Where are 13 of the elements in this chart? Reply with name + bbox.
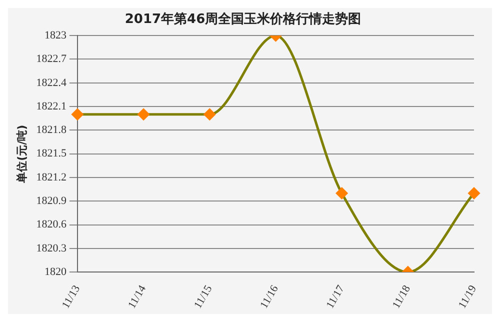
y-tick-label: 1823 [44, 29, 67, 42]
y-tick-label: 1822.7 [36, 53, 67, 66]
y-tick-label: 1820 [44, 266, 67, 278]
y-tick-label: 1821.5 [36, 148, 67, 160]
y-axis-title: 单位(元/吨) [15, 124, 28, 184]
y-tick-label: 1821.8 [36, 124, 67, 136]
y-tick-label: 1822.4 [36, 76, 67, 89]
chart-title: 2017年第46周全国玉米价格行情走势图 [124, 11, 362, 28]
y-tick-label: 1820.6 [36, 218, 67, 231]
y-tick-label: 1821.2 [36, 171, 66, 184]
y-tick-label: 1820.3 [36, 242, 67, 254]
y-tick-label: 1820.9 [36, 195, 67, 208]
y-tick-label: 1822.1 [36, 100, 66, 112]
